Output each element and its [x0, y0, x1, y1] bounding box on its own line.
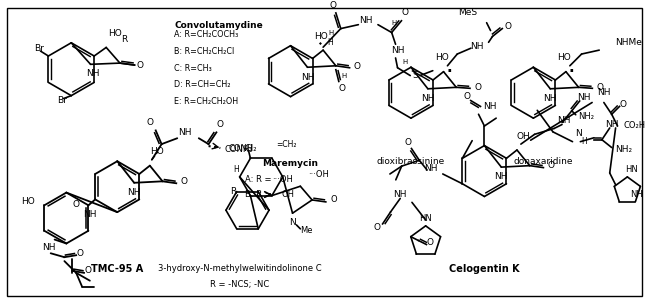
Text: O: O — [76, 249, 84, 258]
Text: H: H — [581, 137, 587, 146]
Text: O: O — [402, 8, 409, 17]
Text: ·: · — [569, 64, 575, 79]
Text: HO: HO — [557, 54, 571, 62]
Text: S: S — [412, 71, 418, 80]
Text: O: O — [354, 62, 361, 71]
Text: Me: Me — [300, 226, 313, 235]
Text: A: R=CH₂COCH₃: A: R=CH₂COCH₃ — [174, 30, 238, 39]
Text: NH: NH — [597, 88, 611, 97]
Text: HO: HO — [21, 197, 35, 206]
Text: NH: NH — [359, 16, 373, 25]
Text: TMC-95 A: TMC-95 A — [91, 264, 144, 274]
Text: NH: NH — [394, 190, 407, 199]
Text: N: N — [575, 129, 582, 138]
Text: NH₂: NH₂ — [616, 145, 633, 154]
Text: HO: HO — [150, 147, 164, 156]
Text: O: O — [620, 100, 627, 109]
Text: D: R=CH=CH₂: D: R=CH=CH₂ — [174, 80, 231, 89]
Text: Br: Br — [57, 96, 67, 105]
Text: NH: NH — [543, 94, 557, 103]
Text: Cl: Cl — [244, 144, 253, 153]
Text: C: R=CH₃: C: R=CH₃ — [174, 64, 212, 73]
Text: O: O — [474, 83, 481, 92]
Text: CONH₂: CONH₂ — [224, 146, 253, 155]
Text: B: R=CH₂CH₂Cl: B: R=CH₂CH₂Cl — [174, 47, 234, 56]
Text: Convolutamydine: Convolutamydine — [174, 21, 263, 30]
Text: O: O — [146, 118, 153, 127]
Text: 3-hydroxy-N-methylwelwitindolinone C: 3-hydroxy-N-methylwelwitindolinone C — [158, 264, 321, 273]
Text: O: O — [181, 177, 187, 186]
Text: NH: NH — [83, 210, 97, 219]
Text: Maremycin: Maremycin — [263, 159, 319, 168]
Text: NH: NH — [605, 120, 618, 129]
Text: NH: NH — [390, 46, 404, 55]
Text: NH: NH — [86, 69, 99, 78]
Text: H: H — [327, 38, 333, 47]
Text: OH: OH — [517, 132, 531, 141]
Text: O: O — [330, 196, 337, 205]
Text: O: O — [404, 138, 411, 147]
Text: H: H — [233, 164, 238, 174]
Text: R: R — [231, 187, 237, 196]
Text: Br: Br — [35, 44, 44, 53]
Text: ···OH: ···OH — [272, 175, 293, 184]
Text: O: O — [84, 266, 91, 275]
Text: NH: NH — [424, 164, 438, 173]
Text: O: O — [505, 22, 512, 31]
Text: NH: NH — [483, 102, 497, 111]
Text: R: R — [121, 35, 127, 44]
Text: O: O — [72, 200, 80, 209]
Text: CONH₂: CONH₂ — [228, 144, 257, 152]
Text: dioxibrassinine: dioxibrassinine — [377, 157, 445, 166]
Text: NH: NH — [178, 128, 192, 137]
Text: O: O — [137, 61, 144, 70]
Text: H: H — [341, 73, 346, 79]
Text: E: R=CH₂CH₂OH: E: R=CH₂CH₂OH — [174, 97, 238, 106]
Text: O: O — [374, 223, 380, 232]
Text: NH₂: NH₂ — [578, 112, 594, 121]
Text: NH: NH — [557, 116, 571, 125]
Text: O: O — [548, 161, 555, 170]
Text: NH: NH — [577, 93, 590, 102]
Text: O: O — [217, 120, 224, 129]
Text: NH: NH — [421, 94, 435, 103]
Text: R = -NCS; -NC: R = -NCS; -NC — [210, 280, 269, 289]
Text: NH: NH — [470, 42, 484, 51]
Text: HN: HN — [419, 213, 432, 222]
Text: HO: HO — [435, 54, 449, 62]
Text: NH: NH — [127, 188, 141, 197]
Text: MeS: MeS — [458, 8, 477, 17]
Text: Celogentin K: Celogentin K — [449, 264, 520, 274]
Text: O: O — [427, 238, 434, 247]
Text: OH: OH — [281, 190, 295, 199]
Text: CO₂H: CO₂H — [624, 121, 646, 130]
Text: NH: NH — [42, 243, 56, 252]
Text: H: H — [391, 20, 396, 26]
Text: O: O — [463, 92, 470, 101]
Text: H: H — [403, 59, 408, 65]
Text: N: N — [289, 219, 296, 228]
Text: O: O — [329, 1, 336, 10]
Text: HO: HO — [108, 29, 122, 38]
Text: NH: NH — [630, 190, 643, 199]
Text: =CH₂: =CH₂ — [276, 140, 296, 149]
Text: H: H — [328, 30, 334, 36]
Text: NH: NH — [301, 73, 314, 82]
Text: A: R =: A: R = — [245, 175, 271, 184]
Text: NH: NH — [494, 173, 508, 181]
Text: HO: HO — [314, 32, 328, 41]
Text: ···OH: ···OH — [308, 170, 329, 179]
Text: O: O — [597, 83, 603, 92]
Text: HN: HN — [625, 164, 637, 174]
Text: NHMe: NHMe — [615, 38, 642, 47]
Text: O: O — [338, 84, 345, 93]
Text: B: R =: B: R = — [245, 190, 271, 199]
Text: ·: · — [447, 64, 453, 79]
Text: donaxaridine: donaxaridine — [513, 157, 573, 166]
